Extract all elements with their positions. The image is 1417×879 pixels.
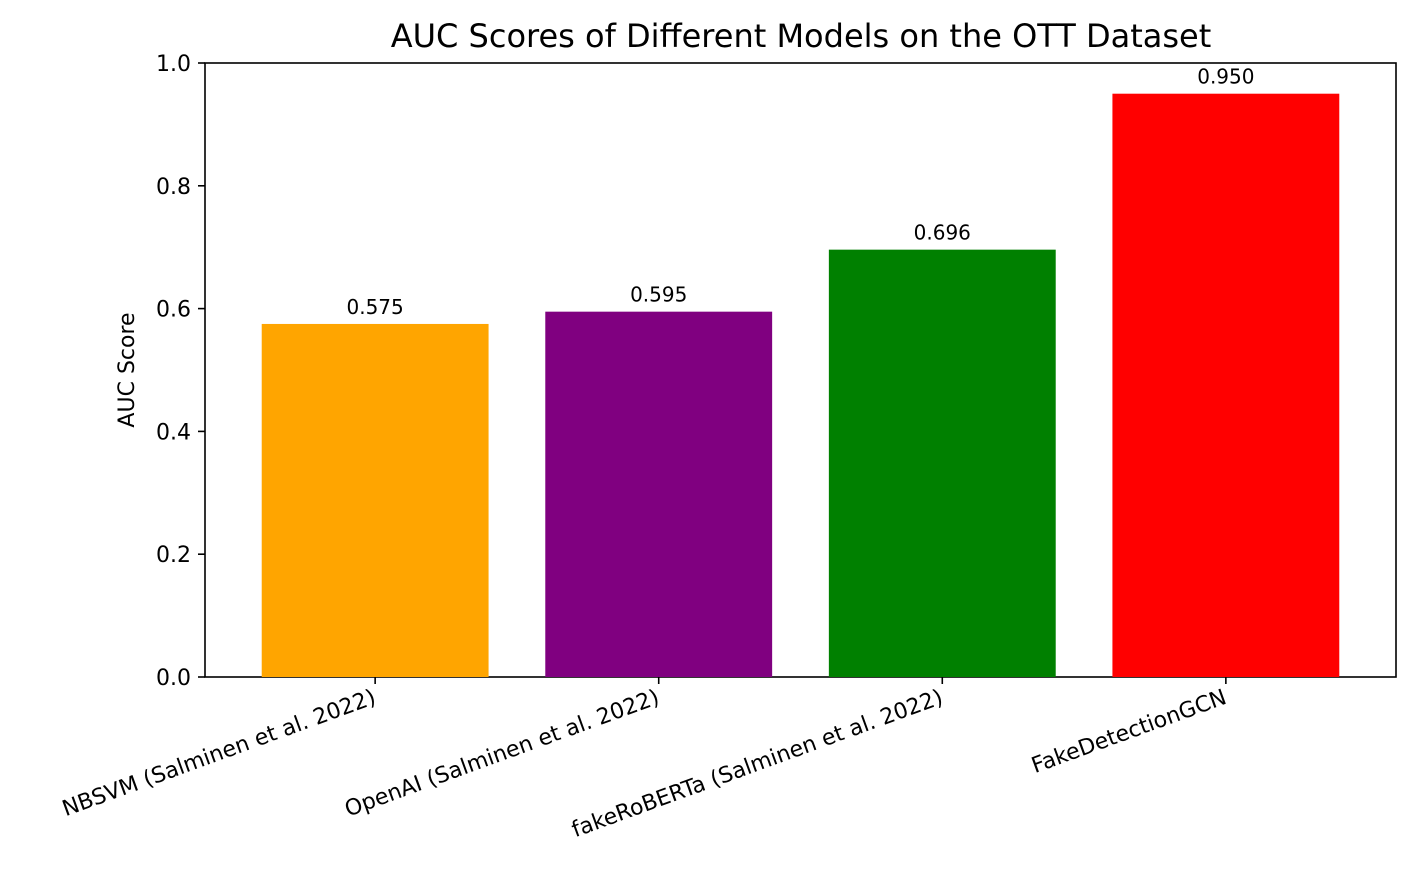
y-tick-label: 1.0 [156, 52, 191, 77]
x-tick-label: FakeDetectionGCN [1028, 685, 1230, 779]
bar [261, 323, 489, 677]
bars [261, 93, 1340, 677]
bar [545, 311, 773, 677]
y-tick-label: 0.0 [156, 666, 191, 691]
x-axis: NBSVM (Salminen et al. 2022)OpenAI (Salm… [59, 677, 1230, 843]
y-axis-label: AUC Score [115, 312, 140, 427]
bar-value-label: 0.575 [347, 295, 404, 319]
bar-value-label: 0.696 [914, 221, 971, 245]
y-tick-label: 0.6 [156, 298, 191, 323]
y-tick-label: 0.2 [156, 543, 191, 568]
bar-value-label: 0.950 [1197, 65, 1254, 89]
bar-value-label: 0.595 [630, 283, 687, 307]
bar [828, 249, 1056, 677]
bar-value-labels: 0.575 0.595 0.696 0.950 [347, 65, 1255, 319]
y-tick-label: 0.4 [156, 420, 191, 445]
bar [1112, 93, 1340, 677]
y-tick-label: 0.8 [156, 175, 191, 200]
plot-area-frame [204, 62, 1397, 678]
x-tick-label: NBSVM (Salminen et al. 2022) [59, 685, 379, 822]
chart-title: AUC Scores of Different Models on the OT… [391, 17, 1212, 55]
y-axis: 0.0 0.2 0.4 0.6 0.8 1.0 [156, 52, 205, 691]
